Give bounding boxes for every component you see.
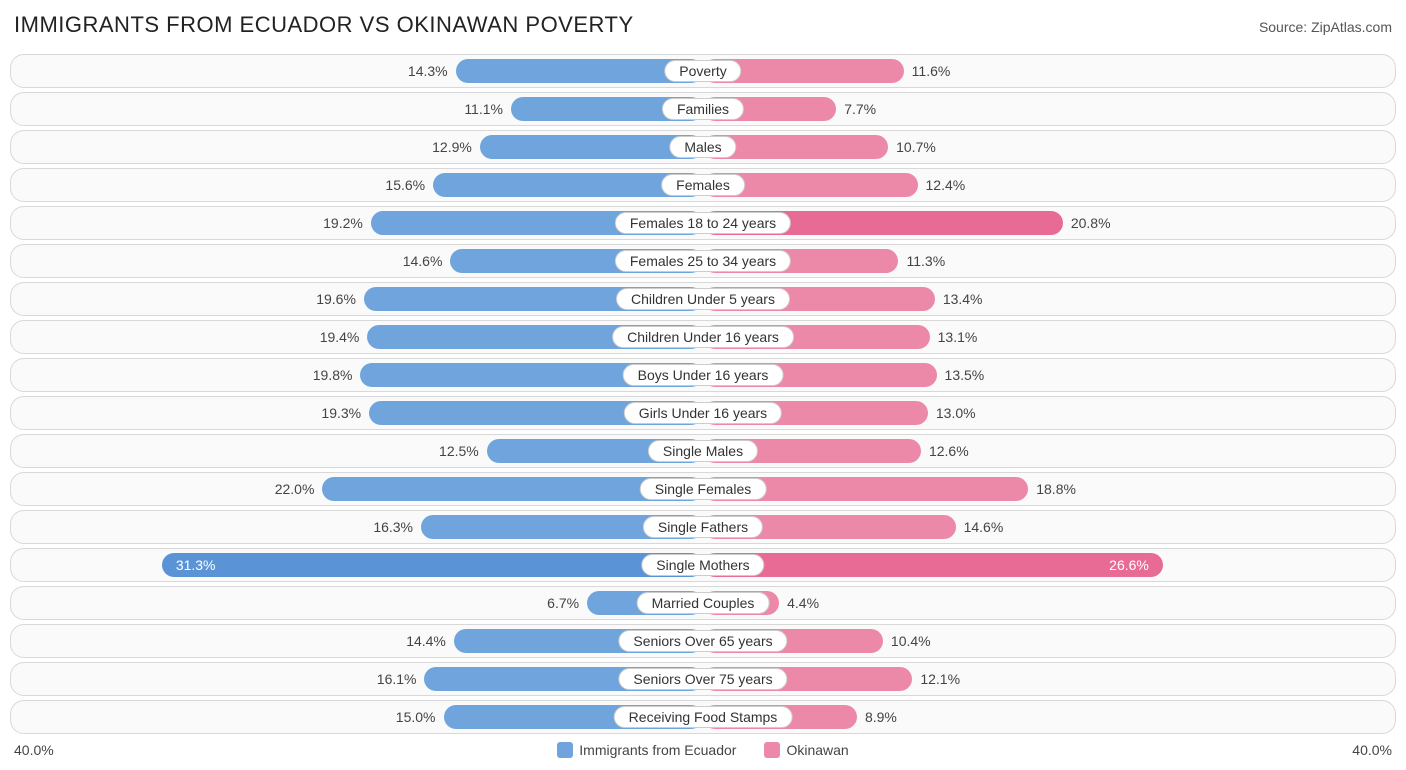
value-right: 26.6% [1109, 549, 1149, 581]
source-label: Source: [1259, 19, 1307, 35]
category-label: Single Females [640, 478, 767, 500]
value-right: 20.8% [1071, 207, 1111, 239]
value-left: 22.0% [275, 473, 315, 505]
value-left: 19.8% [313, 359, 353, 391]
category-label: Seniors Over 75 years [618, 668, 787, 690]
value-right: 13.1% [938, 321, 978, 353]
chart-row: 19.2% 20.8% Females 18 to 24 years [10, 206, 1396, 240]
legend-label-right: Okinawan [786, 742, 848, 758]
category-label: Married Couples [637, 592, 770, 614]
category-label: Children Under 5 years [616, 288, 790, 310]
chart-row: 6.7% 4.4% Married Couples [10, 586, 1396, 620]
category-label: Males [669, 136, 736, 158]
value-left: 16.1% [377, 663, 417, 695]
value-left: 19.3% [321, 397, 361, 429]
value-right: 11.3% [906, 245, 945, 277]
value-left: 31.3% [176, 549, 216, 581]
value-right: 12.4% [926, 169, 966, 201]
diverging-bar-chart: 14.3%11.6%Poverty11.1%7.7%Families12.9%1… [10, 54, 1396, 734]
value-left: 16.3% [373, 511, 413, 543]
value-right: 12.6% [929, 435, 969, 467]
value-left: 12.5% [439, 435, 479, 467]
value-right: 18.8% [1036, 473, 1076, 505]
source-value: ZipAtlas.com [1311, 19, 1392, 35]
value-left: 19.6% [316, 283, 356, 315]
legend-item-right: Okinawan [764, 742, 848, 758]
value-left: 19.4% [320, 321, 360, 353]
chart-header: IMMIGRANTS FROM ECUADOR VS OKINAWAN POVE… [10, 12, 1396, 38]
chart-row: 19.8% 13.5% Boys Under 16 years [10, 358, 1396, 392]
category-label: Receiving Food Stamps [614, 706, 793, 728]
value-left: 19.2% [323, 207, 363, 239]
axis-max-right: 40.0% [1352, 742, 1392, 758]
chart-row: 12.5% 12.6% Single Males [10, 434, 1396, 468]
value-right: 8.9% [865, 701, 897, 733]
value-right: 10.7% [896, 131, 936, 163]
value-left: 12.9% [432, 131, 472, 163]
chart-row: 19.3% 13.0% Girls Under 16 years [10, 396, 1396, 430]
chart-row: 16.3% 14.6% Single Fathers [10, 510, 1396, 544]
chart-row: 14.6% 11.3% Females 25 to 34 years [10, 244, 1396, 278]
value-left: 14.4% [406, 625, 446, 657]
category-label: Females [661, 174, 745, 196]
chart-row: 22.0% 18.8% Single Females [10, 472, 1396, 506]
value-right: 10.4% [891, 625, 931, 657]
chart-source: Source: ZipAtlas.com [1259, 19, 1392, 35]
category-label: Single Fathers [643, 516, 763, 538]
value-left: 6.7% [547, 587, 579, 619]
category-label: Families [662, 98, 744, 120]
chart-row: 19.6% 13.4% Children Under 5 years [10, 282, 1396, 316]
chart-legend: Immigrants from Ecuador Okinawan [557, 742, 848, 758]
legend-label-left: Immigrants from Ecuador [579, 742, 736, 758]
value-left: 15.6% [385, 169, 425, 201]
value-right: 7.7% [844, 93, 876, 125]
bar-right [703, 553, 1163, 577]
value-left: 14.6% [403, 245, 443, 277]
chart-row: 16.1% 12.1% Seniors Over 75 years [10, 662, 1396, 696]
category-label: Seniors Over 65 years [618, 630, 787, 652]
value-right: 11.6% [912, 55, 951, 87]
chart-row: 15.6% 12.4% Females [10, 168, 1396, 202]
value-right: 14.6% [964, 511, 1004, 543]
chart-row: 11.1% 7.7% Families [10, 92, 1396, 126]
category-label: Girls Under 16 years [624, 402, 782, 424]
category-label: Boys Under 16 years [623, 364, 784, 386]
category-label: Poverty [664, 60, 741, 82]
chart-row: 14.4% 10.4% Seniors Over 65 years [10, 624, 1396, 658]
legend-swatch-right [764, 742, 780, 758]
value-right: 4.4% [787, 587, 819, 619]
value-right: 13.0% [936, 397, 976, 429]
chart-title: IMMIGRANTS FROM ECUADOR VS OKINAWAN POVE… [14, 12, 634, 38]
chart-row: 19.4% 13.1% Children Under 16 years [10, 320, 1396, 354]
category-label: Females 18 to 24 years [615, 212, 791, 234]
chart-axis: 40.0% Immigrants from Ecuador Okinawan 4… [10, 742, 1396, 758]
category-label: Single Males [648, 440, 758, 462]
value-right: 12.1% [920, 663, 960, 695]
chart-row: 14.3% 11.6% Poverty [10, 54, 1396, 88]
category-label: Single Mothers [641, 554, 764, 576]
chart-row: 15.0% 8.9% Receiving Food Stamps [10, 700, 1396, 734]
chart-row: 12.9% 10.7% Males [10, 130, 1396, 164]
category-label: Children Under 16 years [612, 326, 794, 348]
legend-swatch-left [557, 742, 573, 758]
axis-max-left: 40.0% [14, 742, 54, 758]
category-label: Females 25 to 34 years [615, 250, 791, 272]
legend-item-left: Immigrants from Ecuador [557, 742, 736, 758]
value-right: 13.5% [945, 359, 985, 391]
value-right: 13.4% [943, 283, 983, 315]
value-left: 14.3% [408, 55, 448, 87]
bar-left [162, 553, 703, 577]
value-left: 15.0% [396, 701, 436, 733]
chart-row: 31.3% 26.6% Single Mothers [10, 548, 1396, 582]
value-left: 11.1% [464, 93, 503, 125]
